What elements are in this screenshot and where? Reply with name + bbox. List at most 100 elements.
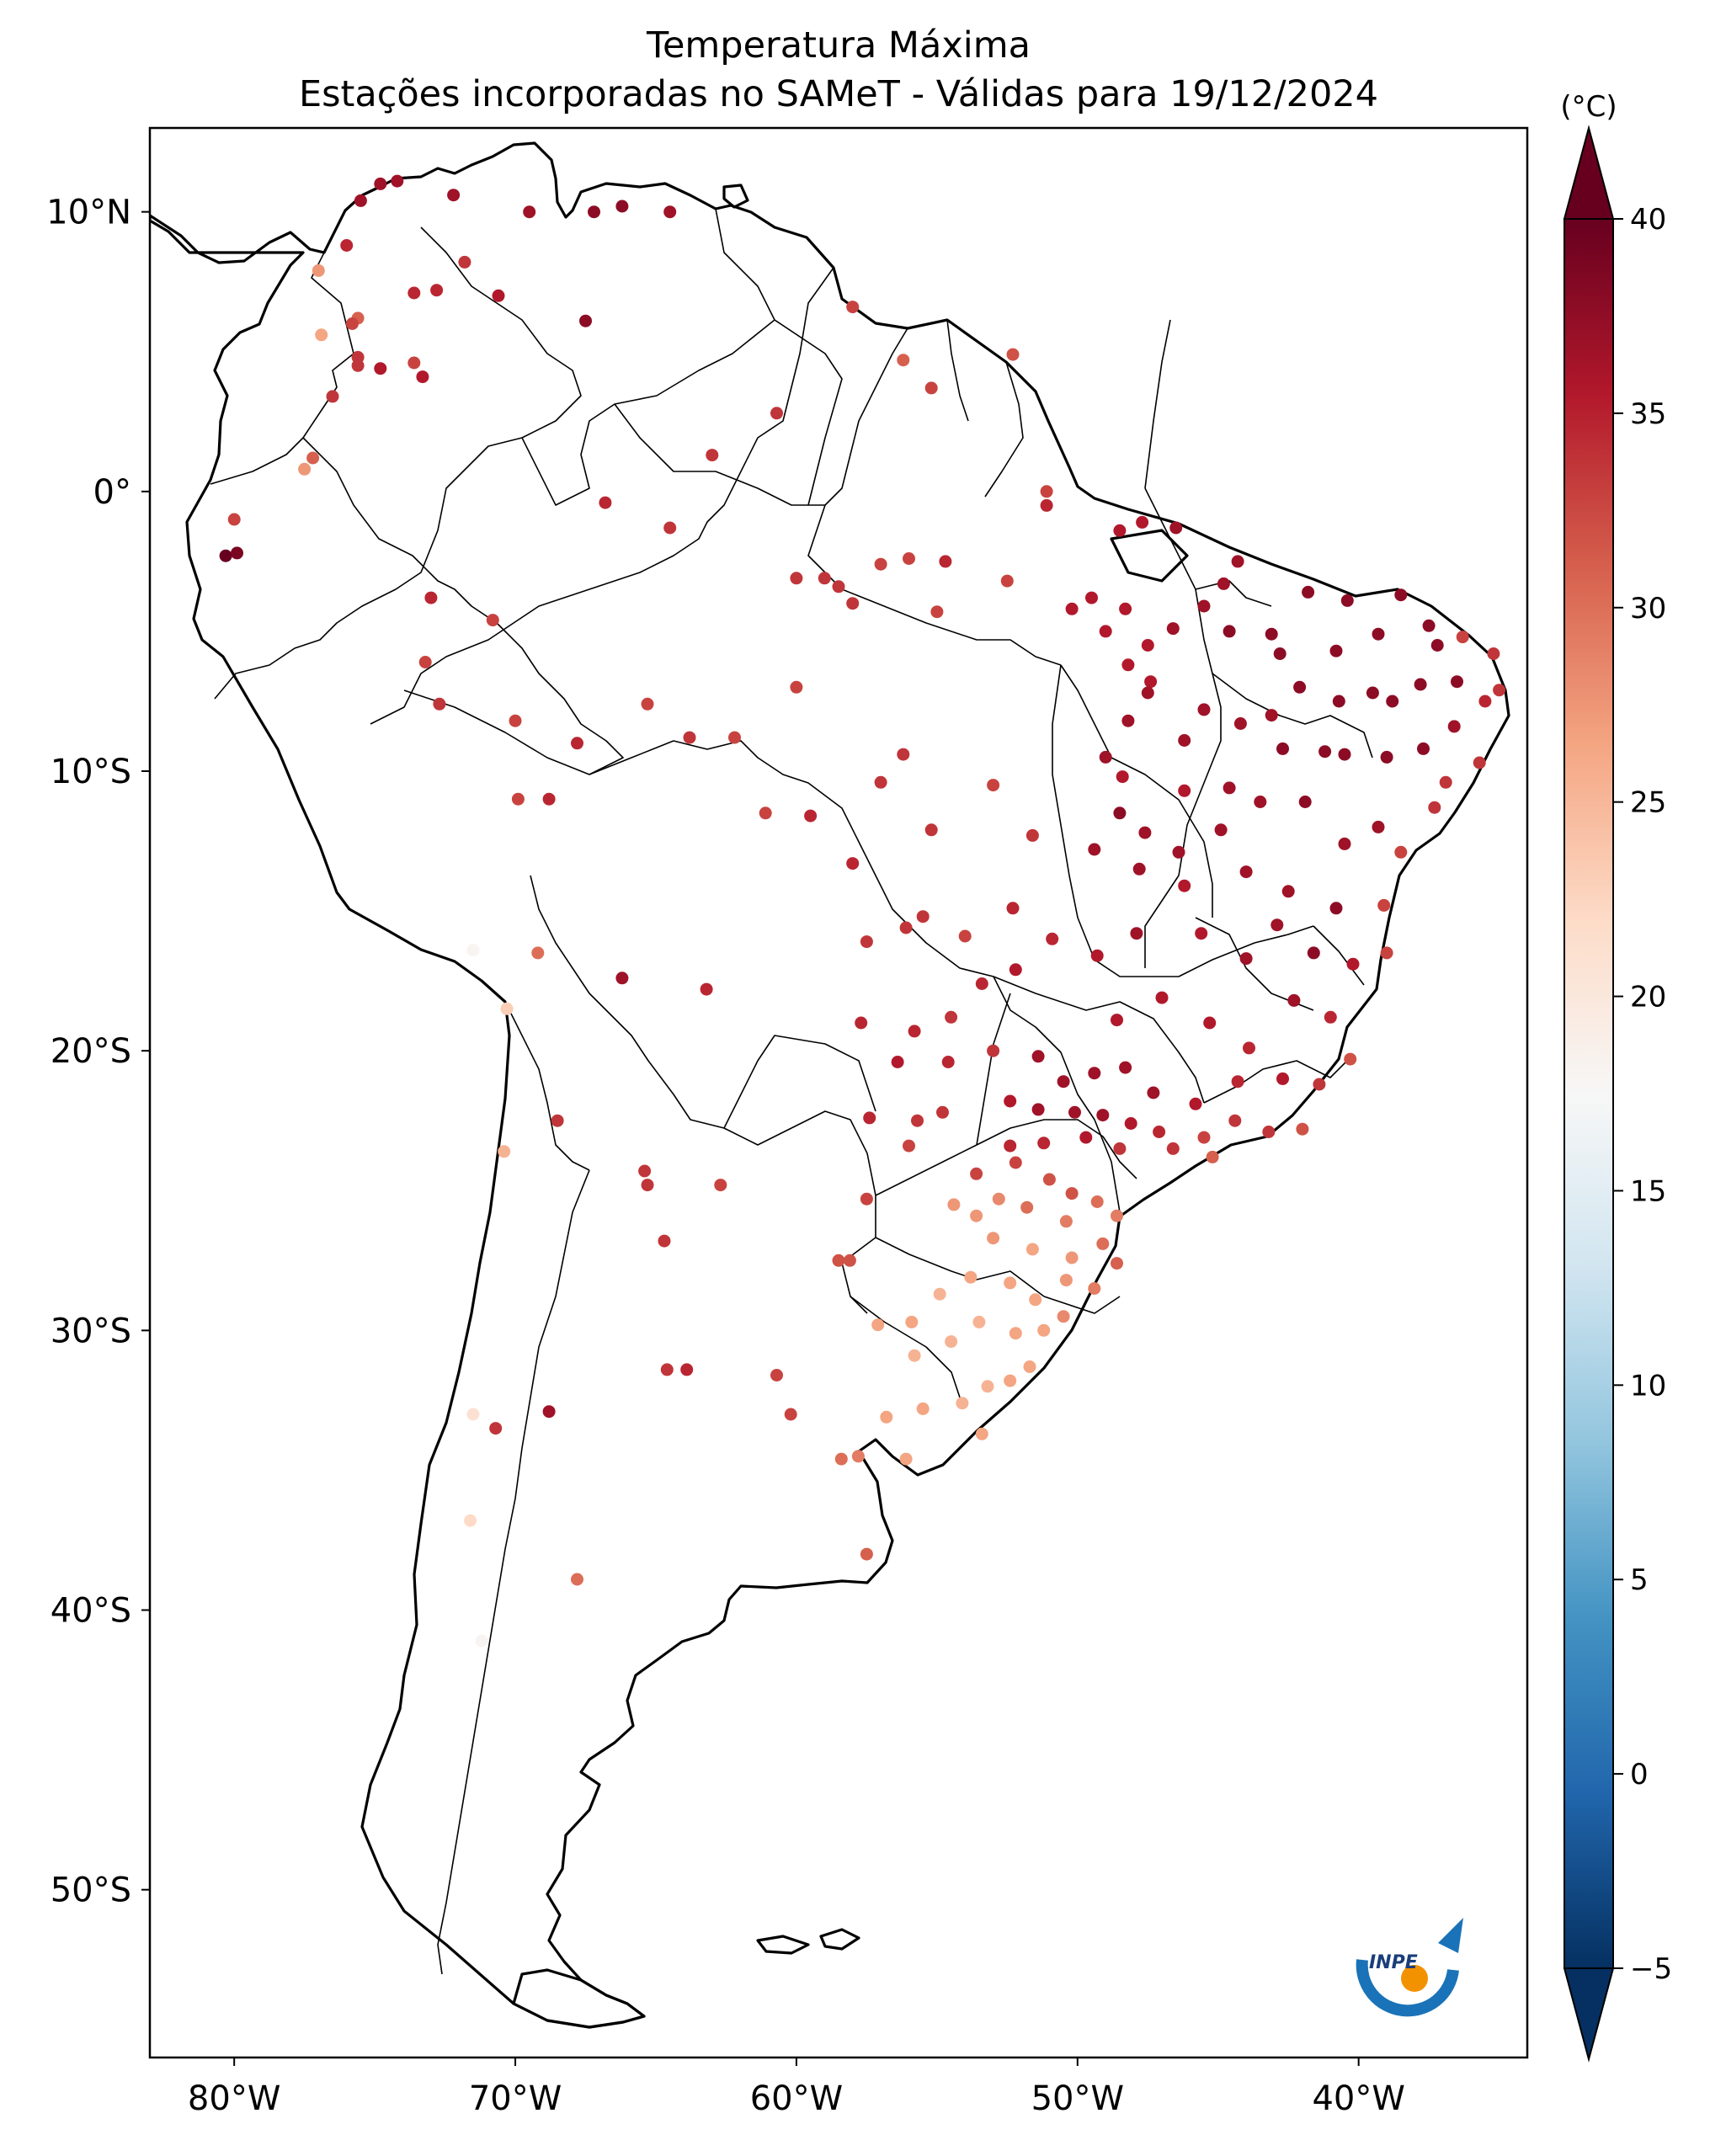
station-point: [408, 356, 421, 370]
station-point: [804, 809, 818, 822]
station-point: [227, 513, 241, 526]
tierra-del-fuego: [512, 1968, 646, 2029]
station-point: [1178, 784, 1191, 797]
station-point: [351, 359, 365, 372]
station-point: [818, 572, 831, 585]
station-point: [1439, 775, 1452, 789]
chart-title: Temperatura Máxima: [646, 24, 1031, 67]
station-point: [663, 205, 677, 219]
station-point: [1338, 837, 1351, 850]
station-point: [1155, 991, 1169, 1004]
station-point: [219, 549, 232, 562]
station-point: [1025, 1243, 1039, 1256]
station-point: [1206, 1150, 1219, 1163]
station-point: [1329, 644, 1343, 657]
trinidad: [722, 184, 749, 209]
station-point: [509, 714, 522, 727]
station-point: [1059, 1274, 1073, 1287]
station-point: [1057, 1075, 1070, 1089]
station-point: [571, 1573, 583, 1586]
station-point: [1332, 695, 1345, 708]
station-point: [1217, 577, 1230, 590]
station-point: [1116, 770, 1129, 784]
station-point: [1293, 680, 1307, 694]
station-point: [1265, 709, 1278, 722]
colorbar-tick-label: −5: [1630, 1952, 1672, 1986]
station-point: [843, 1254, 856, 1267]
station-point: [1166, 1142, 1180, 1155]
station-point: [911, 1114, 924, 1127]
station-point: [899, 921, 913, 934]
station-point: [599, 496, 612, 509]
station-point: [947, 1198, 961, 1211]
station-point: [1029, 1293, 1042, 1307]
station-point: [728, 731, 741, 744]
station-point: [784, 1408, 797, 1421]
station-point: [1037, 1137, 1051, 1150]
station-point: [1329, 902, 1343, 915]
station-point: [354, 194, 367, 207]
station-point: [1040, 498, 1053, 512]
station-point: [1178, 879, 1191, 892]
station-point: [1340, 594, 1354, 607]
station-point: [1004, 1276, 1017, 1290]
station-point: [1478, 695, 1492, 708]
station-point: [860, 1547, 873, 1561]
station-point: [1147, 1086, 1160, 1099]
station-point: [1068, 1105, 1081, 1119]
station-point: [418, 656, 432, 668]
station-point: [1239, 865, 1253, 879]
colorbar-tick-label: 30: [1630, 592, 1666, 626]
station-point: [231, 546, 243, 560]
station-point: [683, 731, 696, 744]
station-point: [1254, 796, 1267, 808]
station-point: [908, 1025, 921, 1038]
station-point: [466, 944, 480, 957]
station-point: [374, 177, 387, 190]
station-point: [1273, 647, 1286, 660]
station-point: [498, 1145, 511, 1158]
station-point: [1099, 625, 1112, 638]
station-point: [1088, 1067, 1101, 1080]
falkland-islands: [756, 1928, 860, 1955]
station-point: [992, 1192, 1005, 1206]
station-point: [1166, 622, 1180, 636]
station-point: [1298, 796, 1312, 808]
station-point: [891, 1056, 904, 1068]
station-point: [834, 1452, 848, 1466]
station-point: [1037, 1323, 1051, 1337]
station-point: [1153, 1126, 1166, 1138]
station-point: [1380, 750, 1393, 764]
station-point: [663, 521, 677, 535]
station-point: [523, 205, 536, 219]
station-point: [700, 982, 713, 996]
station-point: [897, 748, 910, 761]
station-point: [638, 1164, 652, 1178]
station-point: [1119, 602, 1132, 615]
station-point: [1428, 801, 1441, 814]
station-point: [658, 1234, 671, 1248]
station-point: [1386, 695, 1399, 708]
lon-tick-label: 70°W: [469, 2079, 562, 2118]
station-point: [1203, 1016, 1217, 1030]
station-point: [1422, 619, 1436, 632]
station-point: [1372, 627, 1385, 641]
station-point: [466, 1408, 480, 1421]
station-point: [899, 1452, 913, 1466]
station-point: [1243, 1041, 1255, 1055]
station-point: [916, 1402, 930, 1415]
station-point: [326, 390, 339, 403]
station-point: [975, 1427, 988, 1440]
station-point: [1111, 1209, 1123, 1222]
station-point: [1141, 639, 1154, 652]
station-point: [1447, 720, 1461, 733]
station-point: [1138, 826, 1152, 839]
station-point: [1197, 1131, 1211, 1144]
station-point: [863, 1111, 876, 1125]
station-point: [1265, 627, 1278, 641]
station-point: [1113, 807, 1127, 820]
station-point: [464, 1514, 477, 1527]
station-point: [1009, 1327, 1022, 1340]
station-point: [970, 1167, 983, 1180]
station-point: [1025, 828, 1039, 842]
